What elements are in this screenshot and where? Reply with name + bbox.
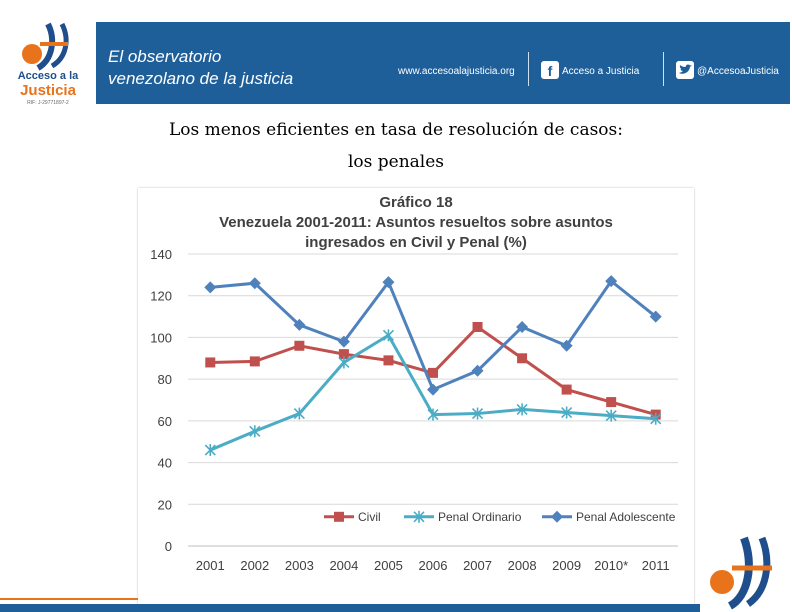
footer-accent-line bbox=[0, 598, 138, 600]
data-point-penal-ordinario bbox=[471, 407, 484, 420]
corner-logo-icon bbox=[710, 536, 772, 610]
data-point-penal-ordinario bbox=[293, 407, 305, 420]
y-tick-label: 140 bbox=[150, 247, 172, 262]
y-tick-label: 40 bbox=[158, 456, 172, 471]
line-chart: 0 20 40 60 80 100 120 140 2001 2002 2003 2004 2005 20… bbox=[150, 247, 678, 573]
data-point-civil bbox=[294, 340, 305, 351]
x-tick-label: 2001 bbox=[196, 558, 225, 573]
logo-rif: RIF: J-29771897-2 bbox=[27, 100, 69, 106]
banner-divider bbox=[663, 52, 664, 86]
banner-title-line2: venezolano de la justicia bbox=[108, 69, 294, 88]
data-point-penal-ordinario bbox=[204, 444, 216, 457]
data-point-civil bbox=[338, 349, 349, 360]
website-link[interactable]: www.accesoalajusticia.org bbox=[398, 66, 515, 77]
data-point-penal-ordinario bbox=[605, 409, 617, 422]
x-tick-label: 2006 bbox=[419, 558, 448, 573]
data-point-civil bbox=[561, 384, 572, 395]
y-tick-label: 80 bbox=[158, 372, 172, 387]
x-tick-label: 2004 bbox=[329, 558, 358, 573]
y-tick-label: 0 bbox=[165, 539, 172, 554]
x-tick-label: 2011 bbox=[642, 558, 670, 573]
slide-heading-line1: Los menos eficientes en tasa de resoluci… bbox=[168, 120, 623, 140]
chart-container: Gráfico 18 Venezuela 2001-2011: Asuntos … bbox=[138, 188, 694, 608]
facebook-icon[interactable]: f bbox=[541, 61, 559, 79]
x-tick-label: 2008 bbox=[508, 558, 537, 573]
x-tick-label: 2005 bbox=[374, 558, 403, 573]
data-point-civil bbox=[383, 355, 394, 366]
data-point-civil bbox=[606, 397, 617, 408]
data-point-penal-adolescente bbox=[293, 318, 306, 331]
data-point-penal-adolescente bbox=[516, 321, 529, 333]
x-tick-label: 2003 bbox=[285, 558, 314, 573]
data-point-penal-adolescente bbox=[427, 383, 439, 396]
data-point-civil bbox=[517, 353, 528, 364]
legend-label-civil: Civil bbox=[358, 510, 381, 524]
data-point-civil bbox=[205, 357, 216, 368]
data-point-penal-ordinario bbox=[650, 412, 662, 425]
slide-heading-line2: los penales bbox=[347, 152, 445, 172]
logo-line2: Justicia bbox=[20, 82, 76, 99]
legend-label-penal-ordinario: Penal Ordinario bbox=[438, 510, 522, 524]
y-tick-label: 60 bbox=[158, 414, 172, 429]
banner-title-line1: El observatorio bbox=[108, 47, 222, 66]
data-point-penal-adolescente bbox=[248, 277, 261, 290]
y-tick-label: 20 bbox=[158, 497, 172, 512]
data-point-penal-ordinario bbox=[382, 329, 395, 342]
data-point-penal-adolescente bbox=[605, 275, 618, 288]
data-point-penal-adolescente bbox=[649, 310, 662, 323]
data-point-penal-ordinario bbox=[516, 403, 528, 416]
data-point-penal-adolescente bbox=[204, 281, 217, 294]
chart-title: Gráfico 18 bbox=[379, 194, 453, 211]
header-banner: El observatorio venezolano de la justici… bbox=[96, 22, 790, 104]
data-point-penal-ordinario bbox=[249, 425, 261, 438]
y-tick-label: 120 bbox=[150, 289, 172, 304]
chart-subtitle-line1: Venezuela 2001-2011: Asuntos resueltos s… bbox=[219, 214, 613, 231]
data-point-civil bbox=[428, 367, 438, 378]
data-point-penal-adolescente bbox=[337, 335, 350, 348]
legend-marker-civil bbox=[334, 511, 344, 522]
x-tick-label: 2007 bbox=[463, 558, 492, 573]
x-tick-label: 2009 bbox=[552, 558, 581, 573]
organization-logo: Acceso a la Justicia RIF: J-29771897-2 bbox=[8, 20, 88, 106]
data-point-penal-ordinario bbox=[427, 408, 439, 421]
data-point-civil bbox=[472, 322, 483, 332]
data-point-penal-adolescente bbox=[382, 276, 395, 289]
x-tick-label: 2010* bbox=[594, 558, 628, 573]
legend-label-penal-adolescente: Penal Adolescente bbox=[576, 510, 676, 524]
logo-line1: Acceso a la bbox=[17, 70, 79, 82]
chart-subtitle-line2: ingresados en Civil y Penal (%) bbox=[305, 234, 527, 251]
y-tick-label: 100 bbox=[150, 330, 172, 345]
scale-logo-icon bbox=[22, 22, 69, 71]
data-point-penal-ordinario bbox=[338, 356, 350, 369]
x-tick-label: 2002 bbox=[240, 558, 269, 573]
facebook-link[interactable]: Acceso a Justicia bbox=[562, 66, 640, 77]
twitter-link[interactable]: @AccesoaJusticia bbox=[697, 66, 779, 77]
banner-divider bbox=[528, 52, 529, 86]
banner-title: El observatorio venezolano de la justici… bbox=[108, 46, 293, 90]
twitter-icon[interactable] bbox=[676, 61, 694, 79]
data-point-penal-adolescente bbox=[471, 364, 484, 377]
legend-marker-penal-adolescente bbox=[551, 510, 563, 523]
data-point-penal-ordinario bbox=[561, 406, 573, 419]
footer-bar bbox=[0, 604, 700, 612]
legend-marker-penal-ordinario bbox=[413, 510, 425, 523]
data-point-civil bbox=[249, 356, 260, 367]
data-point-penal-adolescente bbox=[560, 339, 573, 352]
